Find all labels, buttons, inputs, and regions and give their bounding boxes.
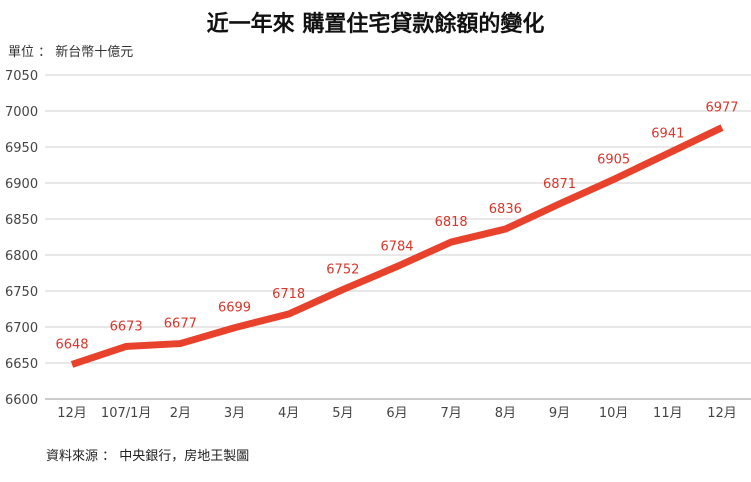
series-line [70, 124, 724, 368]
x-tick-label: 8月 [495, 406, 516, 421]
x-tick-label: 6月 [386, 406, 407, 421]
y-tick-label: 7000 [5, 105, 38, 120]
data-label: 6905 [597, 152, 630, 167]
data-label: 6752 [326, 263, 359, 278]
y-tick-label: 6800 [5, 249, 38, 264]
x-tick-label: 2月 [170, 406, 191, 421]
source-note: 資料來源 ： 中央銀行，房地王製圖 [46, 449, 250, 464]
data-label: 6818 [435, 215, 468, 230]
data-label: 6941 [651, 126, 684, 141]
x-tick-label: 11月 [653, 406, 683, 421]
x-tick-label: 12月 [57, 406, 87, 421]
data-label: 6871 [543, 177, 576, 192]
data-label: 6648 [55, 337, 88, 352]
y-tick-label: 7050 [5, 69, 38, 84]
y-tick-label: 6700 [5, 321, 38, 336]
x-tick-label: 7月 [441, 406, 462, 421]
data-label: 6977 [705, 101, 738, 116]
y-tick-label: 6950 [5, 141, 38, 156]
data-label: 6677 [164, 317, 197, 332]
data-label: 6673 [110, 319, 143, 334]
x-tick-label: 9月 [549, 406, 570, 421]
chart-title: 近一年來 購置住宅貸款餘額的變化 [206, 12, 545, 37]
y-tick-label: 6850 [5, 213, 38, 228]
x-tick-label: 10月 [599, 406, 629, 421]
y-tick-label: 6750 [5, 285, 38, 300]
y-tick-label: 6650 [5, 357, 38, 372]
y-tick-label: 6600 [5, 393, 38, 408]
x-tick-label: 12月 [707, 406, 737, 421]
data-label: 6836 [489, 202, 522, 217]
x-tick-label: 4月 [278, 406, 299, 421]
data-label: 6699 [218, 301, 251, 316]
unit-label: 單位 ： 新台幣十億元 [8, 45, 134, 60]
data-label: 6784 [380, 240, 413, 255]
y-tick-label: 6900 [5, 177, 38, 192]
x-tick-label: 107/1月 [101, 406, 151, 421]
x-tick-label: 3月 [224, 406, 245, 421]
data-label: 6718 [272, 287, 305, 302]
x-tick-label: 5月 [332, 406, 353, 421]
